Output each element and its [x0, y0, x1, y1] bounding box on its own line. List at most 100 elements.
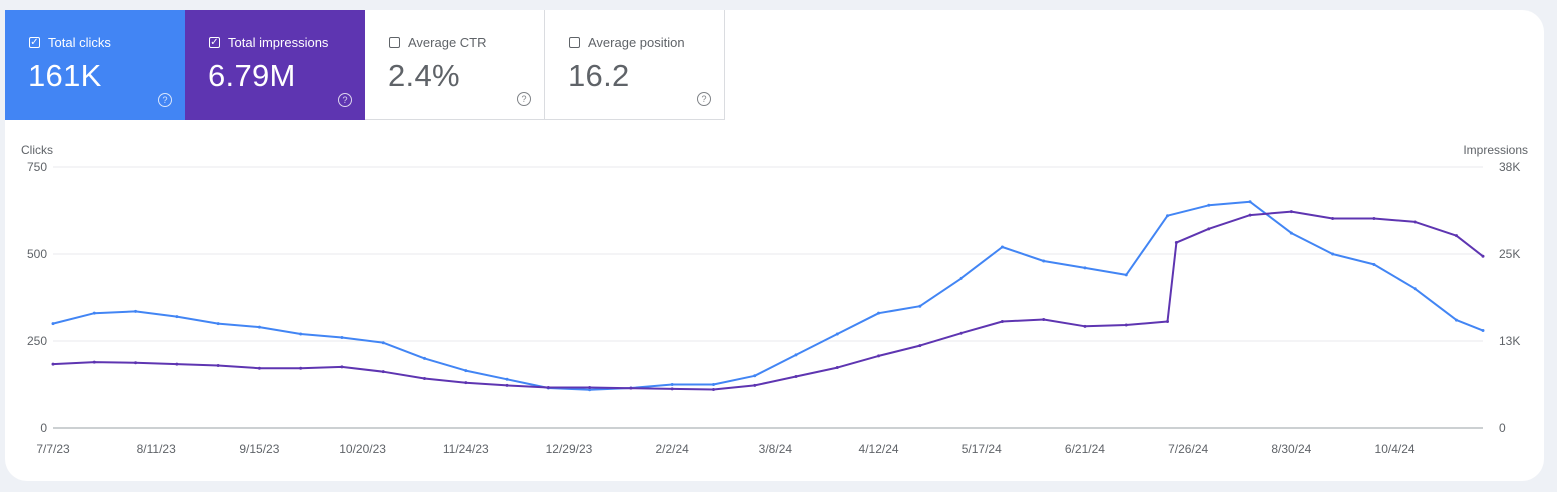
impressions-point [753, 383, 757, 387]
impressions-point [175, 362, 179, 366]
impressions-point [1481, 254, 1485, 258]
clicks-point [1083, 266, 1087, 270]
checkbox-icon[interactable] [389, 37, 400, 48]
metric-label: Total clicks [48, 35, 111, 50]
clicks-point [711, 383, 715, 386]
clicks-point [1207, 203, 1211, 207]
impressions-point [711, 388, 715, 392]
impressions-point [1454, 234, 1458, 238]
impressions-point [588, 385, 592, 389]
impressions-point [1042, 317, 1046, 321]
impressions-point [381, 370, 385, 374]
clicks-point [959, 276, 963, 280]
impressions-point [340, 365, 344, 369]
x-tick-label: 10/20/23 [339, 442, 386, 456]
metric-card-total-clicks[interactable]: ✓ Total clicks 161K ? [5, 10, 185, 120]
clicks-point [794, 353, 798, 357]
clicks-point [464, 369, 468, 373]
clicks-point [1042, 259, 1046, 263]
clicks-line[interactable] [52, 200, 1484, 391]
clicks-point [1331, 252, 1335, 256]
x-tick-label: 10/4/24 [1375, 442, 1415, 456]
clicks-point [1372, 262, 1376, 266]
y-right-tick-label: 13K [1499, 334, 1520, 348]
metric-header: Average CTR [389, 35, 487, 50]
clicks-point [1124, 273, 1128, 277]
clicks-point [1481, 329, 1485, 333]
x-tick-label: 8/11/23 [137, 442, 176, 456]
impressions-point [918, 344, 922, 348]
metric-card-average-position[interactable]: Average position 16.2 ? [545, 10, 725, 120]
x-tick-label: 12/29/23 [546, 442, 593, 456]
impressions-point [1083, 324, 1087, 328]
help-icon[interactable]: ? [338, 93, 352, 107]
y-left-tick-label: 500 [27, 247, 47, 261]
clicks-point [877, 311, 881, 315]
clicks-point [670, 383, 674, 386]
clicks-point [835, 332, 839, 336]
metric-value: 2.4% [388, 58, 460, 93]
impressions-point [629, 386, 633, 390]
impressions-point [1174, 241, 1178, 245]
impressions-point [464, 381, 468, 385]
metric-value: 161K [28, 58, 102, 93]
clicks-point [918, 304, 922, 308]
y-right-tick-label: 38K [1499, 160, 1520, 174]
impressions-point [794, 374, 798, 378]
impressions-point [877, 354, 881, 358]
impressions-line[interactable] [52, 210, 1484, 391]
clicks-point [423, 356, 427, 360]
impressions-point [51, 362, 55, 366]
metric-value: 16.2 [568, 58, 630, 93]
impressions-point [959, 331, 963, 335]
help-icon[interactable]: ? [158, 93, 172, 107]
impressions-point [670, 387, 674, 391]
impressions-point [1413, 220, 1417, 224]
clicks-point [1248, 200, 1252, 204]
checkbox-icon[interactable] [569, 37, 580, 48]
impressions-point [1166, 320, 1170, 324]
metric-label: Total impressions [228, 35, 329, 50]
clicks-point [51, 322, 55, 326]
help-icon[interactable]: ? [517, 92, 531, 106]
clicks-point [1166, 214, 1170, 218]
y-right-axis-title: Impressions [1463, 143, 1528, 157]
x-tick-label: 6/21/24 [1065, 442, 1105, 456]
x-tick-label: 5/17/24 [962, 442, 1002, 456]
impressions-point [299, 366, 303, 370]
performance-chart[interactable]: 0 250 500 750 0 13K 25K 38K Clicks Impressions 7/7… [5, 10, 1544, 481]
impressions-point [1372, 217, 1376, 221]
clicks-point [340, 336, 344, 340]
y-right-tick-label: 0 [1499, 421, 1506, 435]
clicks-point [257, 325, 261, 329]
x-tick-label: 7/26/24 [1168, 442, 1208, 456]
clicks-point [1454, 318, 1458, 322]
metric-value: 6.79M [208, 58, 296, 93]
metric-card-total-impressions[interactable]: ✓ Total impressions 6.79M ? [185, 10, 365, 120]
impressions-point [546, 385, 550, 389]
impressions-point [92, 360, 96, 364]
y-left-tick-label: 750 [27, 160, 47, 174]
metric-label: Average CTR [408, 35, 487, 50]
x-tick-label: 8/30/24 [1271, 442, 1311, 456]
clicks-point [1000, 245, 1004, 249]
clicks-point [216, 322, 220, 326]
metric-card-average-ctr[interactable]: Average CTR 2.4% ? [365, 10, 545, 120]
impressions-point [1124, 323, 1128, 327]
clicks-point [381, 341, 385, 345]
clicks-point [1413, 287, 1417, 291]
help-icon[interactable]: ? [697, 92, 711, 106]
impressions-point [1289, 210, 1293, 214]
y-right-tick-label: 25K [1499, 247, 1520, 261]
impressions-point [134, 361, 138, 365]
impressions-point [1207, 227, 1211, 231]
x-tick-label: 11/24/23 [443, 442, 489, 456]
y-left-axis-title: Clicks [21, 143, 53, 157]
y-left-tick-label: 0 [40, 421, 47, 435]
checkbox-icon[interactable]: ✓ [209, 36, 220, 48]
metric-cards: ✓ Total clicks 161K ? ✓ Total impression… [5, 10, 725, 120]
clicks-point [505, 377, 509, 381]
checkbox-icon[interactable]: ✓ [29, 36, 40, 48]
x-tick-label: 2/2/24 [655, 442, 689, 456]
impressions-point [1000, 320, 1004, 324]
